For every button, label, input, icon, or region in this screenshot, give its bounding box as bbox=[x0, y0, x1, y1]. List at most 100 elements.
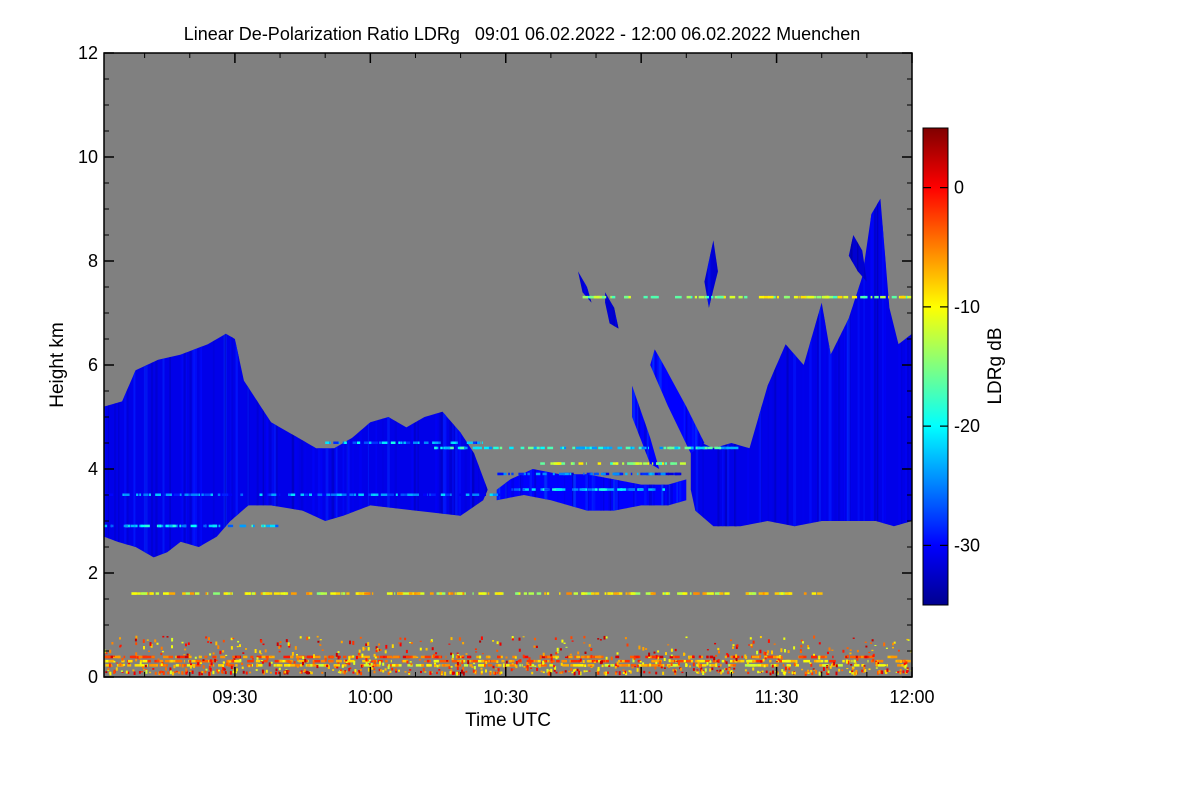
streak-segment bbox=[408, 592, 413, 595]
streak-segment bbox=[724, 659, 726, 663]
noise-speck bbox=[399, 642, 402, 647]
cloud-region-fall-streak-1 bbox=[650, 349, 705, 454]
noise-speck bbox=[456, 654, 459, 659]
streak-segment bbox=[290, 655, 294, 659]
noise-speck bbox=[337, 671, 340, 673]
streak-segment bbox=[595, 592, 600, 595]
streak-segment bbox=[862, 664, 864, 667]
noise-speck bbox=[208, 671, 211, 676]
noise-speck bbox=[279, 645, 282, 648]
noise-speck bbox=[759, 671, 761, 674]
noise-speck bbox=[119, 644, 122, 647]
streak-segment bbox=[213, 592, 220, 595]
cloud-texture bbox=[104, 333, 488, 558]
streak-segment bbox=[599, 295, 602, 299]
streak-segment bbox=[481, 659, 485, 663]
noise-speck bbox=[215, 659, 218, 661]
noise-speck bbox=[120, 670, 123, 672]
streak-segment bbox=[567, 655, 569, 659]
streak-segment bbox=[610, 295, 612, 299]
streak-segment bbox=[459, 493, 466, 496]
streak-segment bbox=[540, 462, 545, 465]
streak-segment bbox=[717, 592, 721, 595]
noise-speck bbox=[265, 669, 268, 673]
noise-speck bbox=[181, 664, 184, 668]
noise-speck bbox=[631, 667, 634, 669]
streak-segment bbox=[624, 295, 629, 299]
streak-segment bbox=[521, 664, 523, 667]
noise-speck bbox=[813, 635, 816, 639]
noise-speck bbox=[853, 659, 856, 662]
noise-speck bbox=[202, 665, 205, 669]
streak-segment bbox=[284, 592, 287, 595]
noise-speck bbox=[448, 643, 451, 645]
streak-segment bbox=[438, 592, 442, 595]
noise-speck bbox=[748, 644, 751, 646]
noise-speck bbox=[854, 662, 857, 664]
streak-segment bbox=[390, 592, 393, 595]
noise-speck bbox=[538, 665, 541, 668]
streak-segment bbox=[412, 493, 419, 496]
noise-speck bbox=[278, 646, 281, 649]
noise-speck bbox=[699, 655, 701, 657]
streak-segment bbox=[240, 493, 244, 496]
streak-segment bbox=[803, 592, 807, 595]
streak-segment bbox=[547, 659, 550, 663]
noise-speck bbox=[135, 659, 138, 662]
streak-segment bbox=[402, 659, 408, 663]
noise-speck bbox=[382, 662, 385, 666]
streak-segment bbox=[890, 655, 898, 659]
streak-segment bbox=[429, 592, 434, 595]
noise-speck bbox=[372, 665, 375, 668]
noise-speck bbox=[694, 670, 697, 672]
noise-speck bbox=[597, 666, 600, 671]
noise-speck bbox=[654, 666, 657, 670]
streak-segment bbox=[582, 592, 588, 595]
streak-segment bbox=[349, 493, 354, 496]
streak-segment bbox=[651, 659, 659, 663]
texture-streak bbox=[901, 198, 903, 527]
noise-speck bbox=[398, 642, 401, 644]
streak-segment bbox=[515, 592, 519, 595]
noise-speck bbox=[624, 670, 627, 674]
streak-segment bbox=[870, 295, 873, 299]
noise-speck bbox=[868, 668, 871, 671]
texture-streak bbox=[299, 333, 301, 558]
streak-segment bbox=[642, 472, 649, 476]
streak-segment bbox=[395, 493, 398, 496]
streak-segment bbox=[476, 655, 482, 659]
texture-streak bbox=[302, 333, 305, 558]
texture-streak bbox=[394, 333, 397, 558]
streak-segment bbox=[816, 295, 822, 299]
noise-speck bbox=[275, 668, 278, 672]
noise-speck bbox=[284, 670, 287, 674]
streak-segment bbox=[726, 446, 733, 450]
noise-speck bbox=[522, 654, 525, 658]
streak-segment bbox=[154, 659, 159, 663]
noise-speck bbox=[496, 671, 499, 674]
noise-speck bbox=[542, 660, 545, 665]
noise-speck bbox=[883, 642, 886, 647]
streak-segment bbox=[388, 493, 394, 496]
streak-segment bbox=[500, 472, 507, 476]
streak-segment bbox=[897, 664, 903, 667]
noise-speck bbox=[416, 656, 419, 658]
noise-speck bbox=[624, 637, 627, 640]
streak-segment bbox=[556, 659, 560, 663]
texture-streak bbox=[666, 469, 669, 511]
noise-speck bbox=[534, 665, 537, 667]
noise-speck bbox=[585, 670, 588, 672]
streak-segment bbox=[819, 664, 823, 667]
noise-speck bbox=[448, 666, 451, 669]
texture-streak bbox=[114, 333, 117, 558]
noise-speck bbox=[359, 669, 362, 672]
noise-speck bbox=[570, 668, 573, 671]
streak-segment bbox=[372, 659, 376, 663]
noise-speck bbox=[583, 635, 586, 639]
noise-speck bbox=[831, 649, 834, 651]
noise-speck bbox=[783, 637, 786, 640]
noise-speck bbox=[713, 656, 716, 661]
noise-speck bbox=[242, 652, 245, 654]
noise-speck bbox=[678, 662, 680, 666]
noise-speck bbox=[574, 668, 577, 671]
